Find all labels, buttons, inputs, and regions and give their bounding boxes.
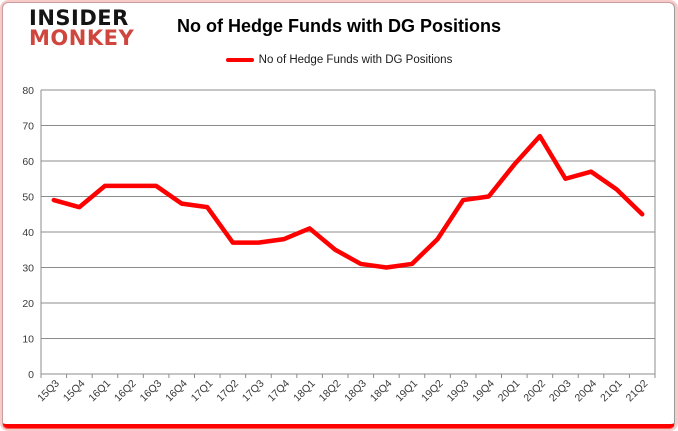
y-axis-label: 0 (28, 369, 34, 381)
x-axis-label: 21Q1 (598, 378, 625, 405)
x-axis-label: 18Q4 (368, 378, 395, 405)
x-axis-label: 17Q4 (266, 378, 293, 405)
y-axis-label: 40 (22, 227, 34, 239)
x-axis-label: 15Q4 (61, 378, 88, 405)
x-axis-label: 17Q3 (240, 378, 267, 405)
y-axis-label: 20 (22, 298, 34, 310)
logo-line-insider: INSIDER (29, 6, 129, 30)
x-axis-label: 16Q1 (86, 378, 113, 405)
y-axis-label: 10 (22, 334, 34, 346)
x-axis-label: 20Q1 (496, 378, 523, 405)
y-axis-label: 60 (22, 156, 34, 168)
y-axis-label: 80 (22, 85, 34, 97)
x-axis-label: 19Q2 (419, 378, 446, 405)
x-axis-label: 21Q2 (624, 378, 651, 405)
x-axis-label: 20Q4 (573, 378, 600, 405)
legend-line-swatch (225, 58, 254, 62)
x-axis-label: 20Q3 (547, 378, 574, 405)
x-axis-label: 16Q4 (163, 378, 190, 405)
x-axis-label: 19Q4 (470, 378, 497, 405)
y-axis-label: 50 (22, 192, 34, 204)
chart-title: No of Hedge Funds with DG Positions (177, 16, 501, 36)
legend: No of Hedge Funds with DG Positions (0, 54, 678, 66)
x-axis-label: 17Q2 (214, 378, 241, 405)
y-axis-label: 30 (22, 263, 34, 275)
x-axis-label: 18Q2 (317, 378, 344, 405)
insider-monkey-logo: INSIDER MONKEY (29, 6, 135, 50)
x-axis-label: 19Q3 (445, 378, 472, 405)
x-axis-label: 20Q2 (521, 378, 548, 405)
legend-label: No of Hedge Funds with DG Positions (258, 54, 453, 66)
x-axis-label: 16Q3 (138, 378, 165, 405)
x-axis-label: 17Q1 (189, 378, 216, 405)
x-axis-label: 15Q3 (35, 378, 62, 405)
series-line (51, 133, 645, 270)
x-axis-label: 19Q1 (393, 378, 420, 405)
logo-line-monkey: MONKEY (29, 25, 135, 50)
y-axis-label: 70 (22, 121, 34, 133)
x-axis-label: 18Q3 (342, 378, 369, 405)
x-axis-label: 16Q2 (112, 378, 139, 405)
x-axis-label: 18Q1 (291, 378, 318, 405)
